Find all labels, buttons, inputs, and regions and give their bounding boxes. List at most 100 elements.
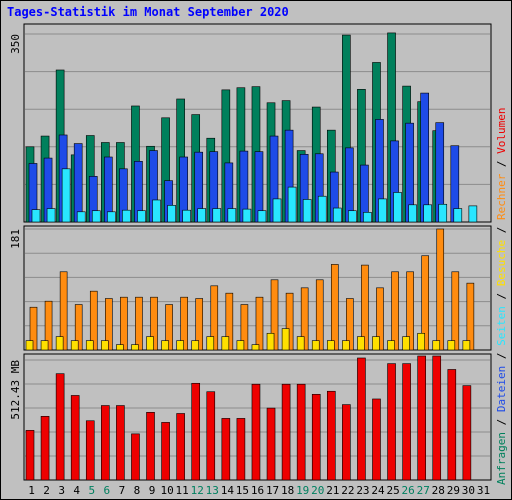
bar-rechner-27 (421, 255, 429, 351)
bar-rechner-18 (285, 292, 294, 351)
bar-seiten-26 (408, 204, 417, 223)
x-tick-label: 26 (402, 484, 415, 497)
bar-rechner-10 (165, 304, 173, 351)
legend-separator: / (495, 346, 508, 366)
bar-volumen-15 (236, 418, 246, 481)
bar-seiten-2 (46, 208, 56, 223)
bar-rechner-17 (270, 279, 279, 351)
bar-seiten-4 (76, 211, 86, 223)
bar-rechner-4 (74, 304, 83, 351)
legend-item-dateien: Dateien (495, 366, 508, 412)
bar-besuche-4 (70, 340, 79, 351)
chart-title: Tages-Statistik im Monat September 2020 (7, 5, 289, 19)
bar-volumen-25 (387, 363, 396, 481)
legend-separator: / (495, 286, 508, 306)
bar-rechner-22 (346, 298, 354, 351)
x-tick-label: 27 (417, 484, 430, 497)
bar-besuche-1 (25, 340, 34, 351)
bar-seiten-25 (393, 192, 402, 223)
bar-seiten-9 (152, 199, 161, 223)
x-tick-label: 23 (356, 484, 369, 497)
bar-volumen-16 (251, 383, 261, 481)
bar-rechner-7 (120, 296, 128, 351)
x-tick-label: 3 (58, 484, 65, 497)
x-tick-label: 10 (160, 484, 173, 497)
bar-seiten-28 (438, 203, 448, 223)
bar-besuche-3 (55, 336, 64, 351)
bar-volumen-4 (70, 395, 80, 481)
bar-rechner-28 (436, 228, 445, 351)
bar-rechner-2 (44, 300, 53, 351)
bar-rechner-26 (406, 271, 414, 351)
legend-item-besuche: Besuche (495, 240, 508, 286)
bar-besuche-18 (281, 328, 290, 351)
legend-item-rechner: Rechner (495, 173, 508, 220)
bar-rechner-15 (240, 304, 249, 351)
x-tick-label: 7 (119, 484, 126, 497)
bar-volumen-19 (296, 383, 306, 481)
x-tick-label: 1 (28, 484, 35, 497)
x-tick-label: 15 (236, 484, 249, 497)
bar-seiten-27 (423, 204, 432, 223)
bar-rechner-30 (466, 282, 475, 351)
bar-rechner-3 (59, 271, 68, 351)
legend-item-anfragen: Anfragen (495, 432, 508, 485)
bar-seiten-16 (257, 210, 267, 223)
x-tick-label: 19 (296, 484, 309, 497)
bar-seiten-6 (107, 211, 116, 223)
bar-besuche-22 (342, 340, 350, 351)
bar-rechner-1 (29, 306, 38, 351)
bar-volumen-30 (462, 385, 472, 481)
x-tick-label: 9 (149, 484, 156, 497)
bar-seiten-19 (302, 199, 312, 223)
bar-seiten-10 (167, 205, 176, 223)
bar-besuche-21 (326, 340, 335, 351)
bar-volumen-22 (342, 404, 351, 481)
bar-besuche-11 (176, 340, 184, 351)
bar-besuche-7 (116, 344, 124, 351)
bar-volumen-18 (281, 383, 291, 481)
bar-besuche-25 (387, 340, 395, 351)
bar-volumen-7 (116, 405, 125, 481)
bar-rechner-5 (89, 290, 98, 351)
x-tick-label: 28 (432, 484, 445, 497)
bar-rechner-24 (376, 287, 384, 351)
bar-seiten-24 (378, 198, 387, 223)
bar-besuche-5 (85, 340, 94, 351)
bar-seiten-23 (363, 212, 372, 223)
bar-besuche-28 (432, 340, 441, 351)
bar-volumen-9 (146, 412, 155, 481)
bar-seiten-5 (91, 210, 101, 223)
bar-seiten-17 (272, 198, 282, 223)
bar-seiten-21 (332, 207, 342, 223)
x-tick-label: 8 (134, 484, 141, 497)
x-tick-label: 21 (326, 484, 339, 497)
bar-volumen-14 (221, 418, 231, 481)
legend: Anfragen / Dateien / Seiten / Besuche / … (495, 107, 508, 485)
legend-separator: / (495, 412, 508, 432)
bar-volumen-28 (432, 355, 442, 481)
bar-besuche-10 (161, 340, 169, 351)
x-tick-label: 5 (88, 484, 95, 497)
panel-2-ymax-label: 181 (9, 229, 22, 249)
bar-volumen-21 (326, 390, 336, 481)
legend-separator: / (495, 154, 508, 174)
bar-volumen-1 (25, 430, 35, 481)
x-tick-label: 13 (206, 484, 219, 497)
bar-besuche-27 (417, 332, 425, 351)
bar-volumen-11 (176, 413, 185, 481)
bar-volumen-8 (131, 433, 140, 481)
bar-besuche-13 (206, 336, 215, 351)
bar-seiten-11 (182, 209, 191, 223)
panel-1-ymax-label: 350 (9, 34, 22, 54)
bar-volumen-5 (85, 420, 95, 481)
x-tick-label: 2 (43, 484, 50, 497)
bar-seiten-14 (227, 208, 237, 223)
bar-volumen-23 (357, 357, 366, 481)
x-tick-label: 6 (104, 484, 111, 497)
bar-volumen-2 (40, 416, 50, 481)
bar-rechner-14 (225, 292, 234, 351)
bar-besuche-30 (462, 340, 471, 351)
